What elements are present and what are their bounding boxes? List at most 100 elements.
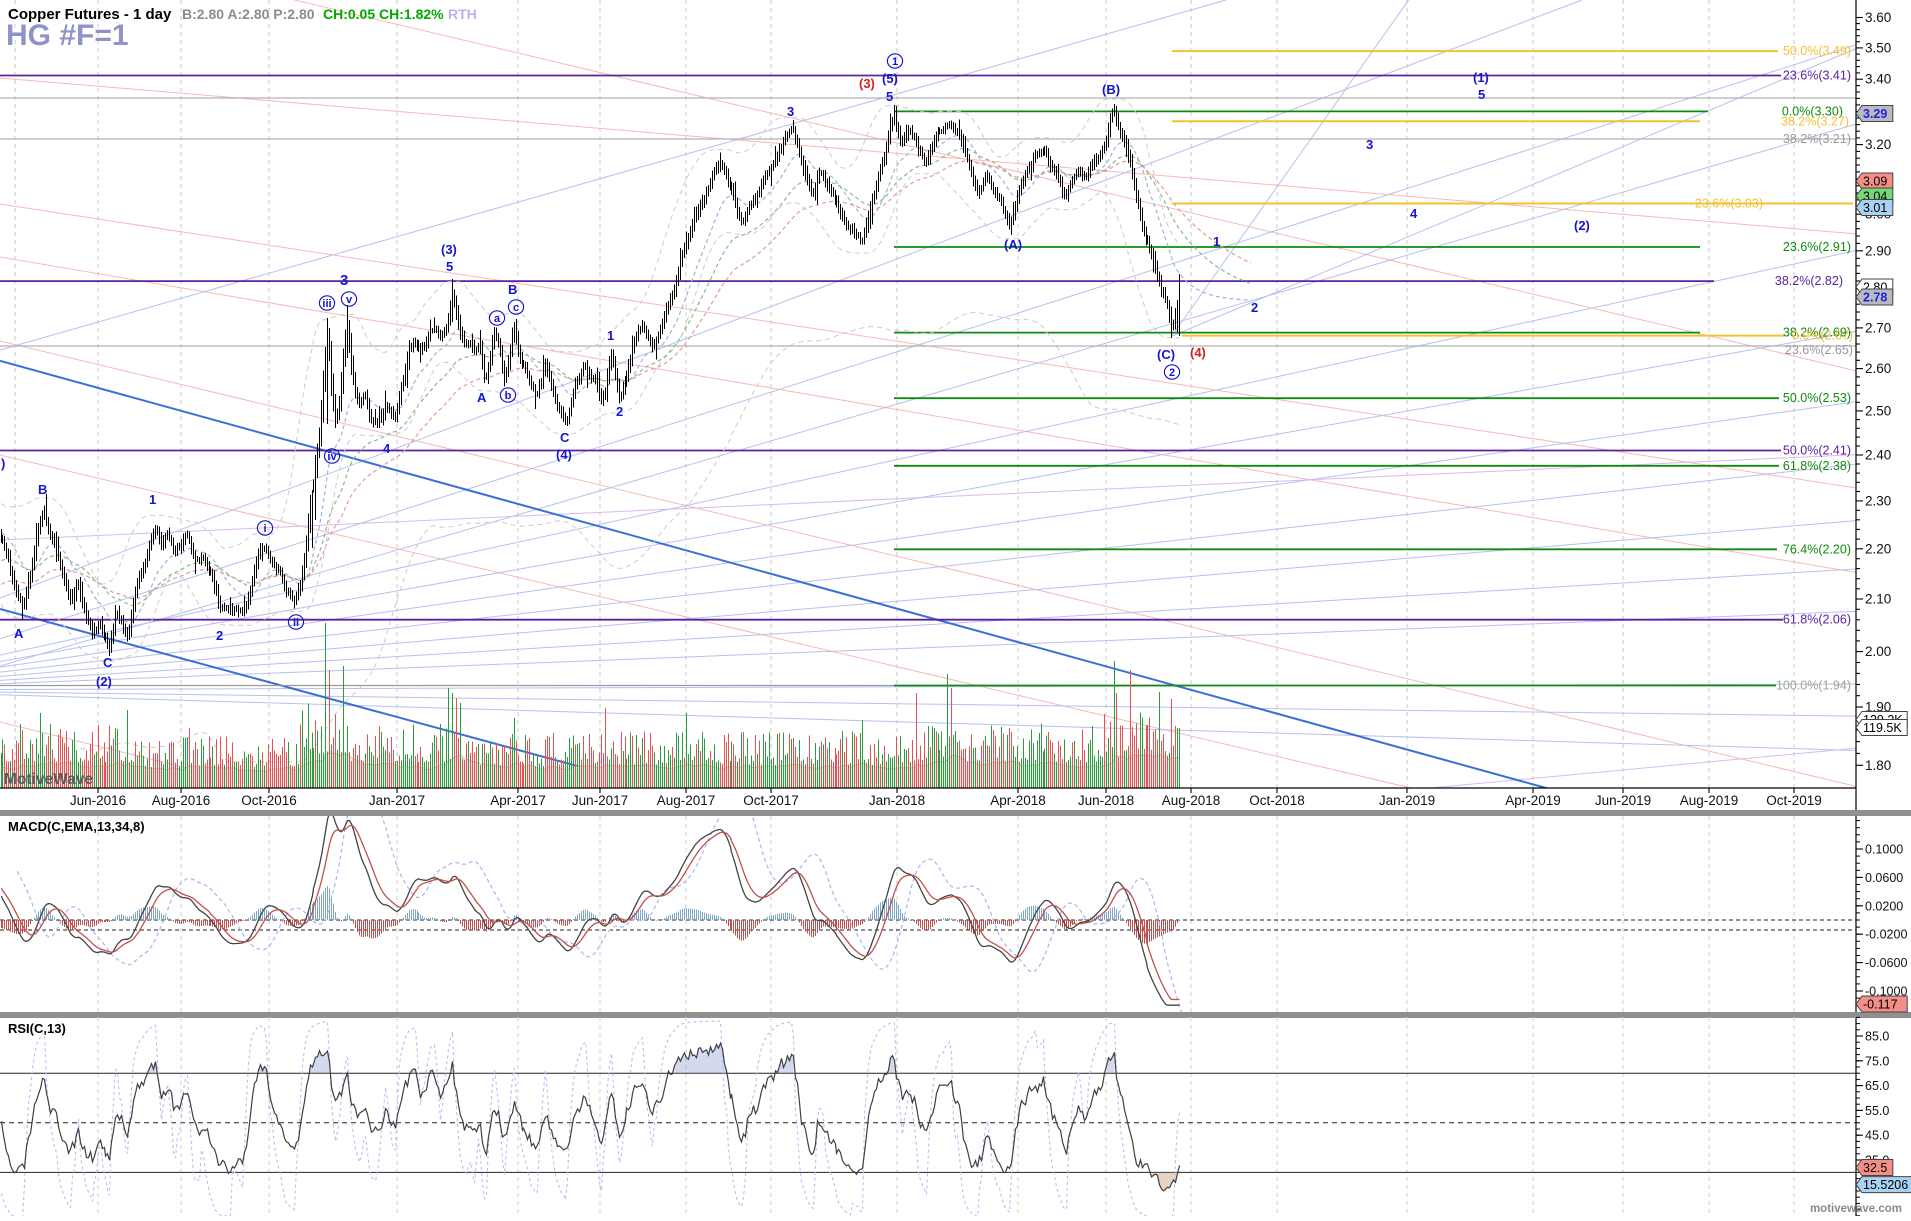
svg-text:(1): (1) [1473, 70, 1489, 85]
svg-text:38.2%(2.82): 38.2%(2.82) [1775, 274, 1843, 288]
svg-text:(4): (4) [1190, 345, 1206, 360]
svg-text:4: 4 [383, 441, 391, 456]
svg-text:0.0600: 0.0600 [1865, 871, 1903, 885]
svg-text:32.5: 32.5 [1863, 1161, 1887, 1175]
svg-text:119.5K: 119.5K [1863, 721, 1902, 735]
svg-text:2: 2 [216, 628, 223, 643]
svg-text:61.8%(2.06): 61.8%(2.06) [1783, 613, 1851, 627]
svg-text:23.6%(3.41): 23.6%(3.41) [1783, 69, 1851, 83]
svg-text:50.0%(3.49): 50.0%(3.49) [1783, 44, 1851, 58]
svg-text:3.40: 3.40 [1865, 72, 1891, 87]
svg-text:A: A [14, 626, 24, 641]
svg-text:23.6%(2.91): 23.6%(2.91) [1783, 240, 1851, 254]
svg-text:100.0%(1.94): 100.0%(1.94) [1776, 679, 1851, 693]
svg-text:Aug-2018: Aug-2018 [1162, 793, 1221, 808]
svg-text:Aug-2017: Aug-2017 [657, 793, 716, 808]
svg-text:CH:0.05 CH:1.82%: CH:0.05 CH:1.82% [323, 6, 444, 22]
svg-text:Jun-2017: Jun-2017 [572, 793, 628, 808]
svg-text:23.6%(3.03): 23.6%(3.03) [1695, 197, 1763, 211]
svg-text:3: 3 [1366, 137, 1373, 152]
svg-text:c: c [513, 302, 519, 314]
svg-text:2.10: 2.10 [1865, 592, 1891, 607]
svg-text:(3): (3) [441, 242, 457, 257]
svg-text:a: a [494, 313, 501, 325]
svg-text:b: b [505, 390, 512, 402]
svg-text:75.0: 75.0 [1865, 1054, 1889, 1068]
svg-text:3.50: 3.50 [1865, 40, 1891, 55]
svg-text:2.30: 2.30 [1865, 493, 1891, 508]
svg-text:Jun-2018: Jun-2018 [1078, 793, 1134, 808]
svg-text:-0.0200: -0.0200 [1865, 928, 1907, 942]
svg-text:50.0%(2.41): 50.0%(2.41) [1783, 444, 1851, 458]
svg-text:3.60: 3.60 [1865, 10, 1891, 25]
svg-text:2.78: 2.78 [1863, 291, 1887, 305]
svg-text:55.0: 55.0 [1865, 1104, 1889, 1118]
svg-text:Oct-2016: Oct-2016 [241, 793, 297, 808]
svg-text:MotiveWave: MotiveWave [4, 771, 93, 788]
svg-text:85.0: 85.0 [1865, 1030, 1889, 1044]
svg-text:1: 1 [607, 328, 614, 343]
svg-text:HG #F=1: HG #F=1 [6, 19, 129, 52]
svg-text:B:2.80 A:2.80 P:2.80: B:2.80 A:2.80 P:2.80 [182, 6, 315, 22]
svg-text:Jun-2016: Jun-2016 [70, 793, 126, 808]
svg-text:motivewave.com: motivewave.com [1810, 1203, 1902, 1215]
svg-text:4: 4 [1410, 206, 1418, 221]
svg-text:38.2%(3.21): 38.2%(3.21) [1783, 132, 1851, 146]
svg-text:23.6%(2.65): 23.6%(2.65) [1785, 343, 1853, 357]
svg-text:-0.1000: -0.1000 [1865, 985, 1907, 999]
svg-text:Jun-2019: Jun-2019 [1595, 793, 1651, 808]
svg-text:Jan-2018: Jan-2018 [869, 793, 925, 808]
svg-text:65.0: 65.0 [1865, 1079, 1889, 1093]
svg-text:i: i [263, 523, 266, 535]
svg-text:Jan-2017: Jan-2017 [369, 793, 425, 808]
svg-text:2.60: 2.60 [1865, 361, 1891, 376]
svg-text:3.29: 3.29 [1863, 107, 1887, 121]
svg-text:38.2%(2.69): 38.2%(2.69) [1783, 326, 1851, 340]
svg-text:3.01: 3.01 [1863, 201, 1887, 215]
svg-text:-0.117: -0.117 [1863, 998, 1898, 1012]
svg-text:1: 1 [1213, 234, 1220, 249]
svg-text:v: v [346, 294, 353, 306]
svg-text:): ) [1, 456, 5, 471]
svg-text:5: 5 [1478, 87, 1485, 102]
svg-text:iv: iv [327, 451, 337, 463]
svg-text:(B): (B) [1102, 82, 1120, 97]
svg-text:45.0: 45.0 [1865, 1129, 1889, 1143]
svg-text:1.80: 1.80 [1865, 758, 1891, 773]
svg-text:2.70: 2.70 [1865, 320, 1891, 335]
svg-text:1.90: 1.90 [1865, 700, 1891, 715]
svg-text:2.00: 2.00 [1865, 644, 1891, 659]
svg-text:2.40: 2.40 [1865, 448, 1891, 463]
svg-text:3.09: 3.09 [1863, 175, 1887, 189]
svg-text:ii: ii [293, 617, 299, 629]
svg-text:3: 3 [787, 104, 794, 119]
svg-text:3: 3 [340, 272, 348, 289]
svg-text:Jan-2019: Jan-2019 [1379, 793, 1435, 808]
svg-text:MACD(C,EMA,13,34,8): MACD(C,EMA,13,34,8) [8, 819, 145, 834]
svg-text:RSI(C,13): RSI(C,13) [8, 1021, 66, 1036]
svg-text:Aug-2019: Aug-2019 [1680, 793, 1739, 808]
svg-text:38.2%(3.27): 38.2%(3.27) [1781, 114, 1849, 128]
svg-text:2: 2 [1251, 300, 1258, 315]
svg-text:Aug-2016: Aug-2016 [152, 793, 211, 808]
svg-text:0.0%(2.67): 0.0%(2.67) [1792, 329, 1853, 343]
svg-text:0.0%(3.30): 0.0%(3.30) [1782, 104, 1843, 118]
svg-text:RTH: RTH [448, 6, 477, 22]
svg-text:Oct-2019: Oct-2019 [1766, 793, 1822, 808]
svg-text:C: C [560, 430, 570, 445]
svg-text:-0.0600: -0.0600 [1865, 956, 1907, 970]
svg-text:2.20: 2.20 [1865, 541, 1891, 556]
svg-text:Oct-2017: Oct-2017 [743, 793, 799, 808]
svg-text:61.8%(2.38): 61.8%(2.38) [1783, 459, 1851, 473]
svg-text:2: 2 [616, 404, 623, 419]
svg-text:50.0%(2.53): 50.0%(2.53) [1783, 391, 1851, 405]
svg-text:(2): (2) [96, 674, 112, 689]
svg-text:0.1000: 0.1000 [1865, 843, 1903, 857]
svg-text:3.20: 3.20 [1865, 137, 1891, 152]
svg-text:2: 2 [1169, 367, 1175, 379]
svg-text:(C): (C) [1157, 347, 1175, 362]
svg-text:Copper Futures - 1 day: Copper Futures - 1 day [8, 6, 172, 23]
svg-text:2.50: 2.50 [1865, 403, 1891, 418]
svg-text:(4): (4) [556, 447, 572, 462]
svg-text:B: B [508, 282, 517, 297]
